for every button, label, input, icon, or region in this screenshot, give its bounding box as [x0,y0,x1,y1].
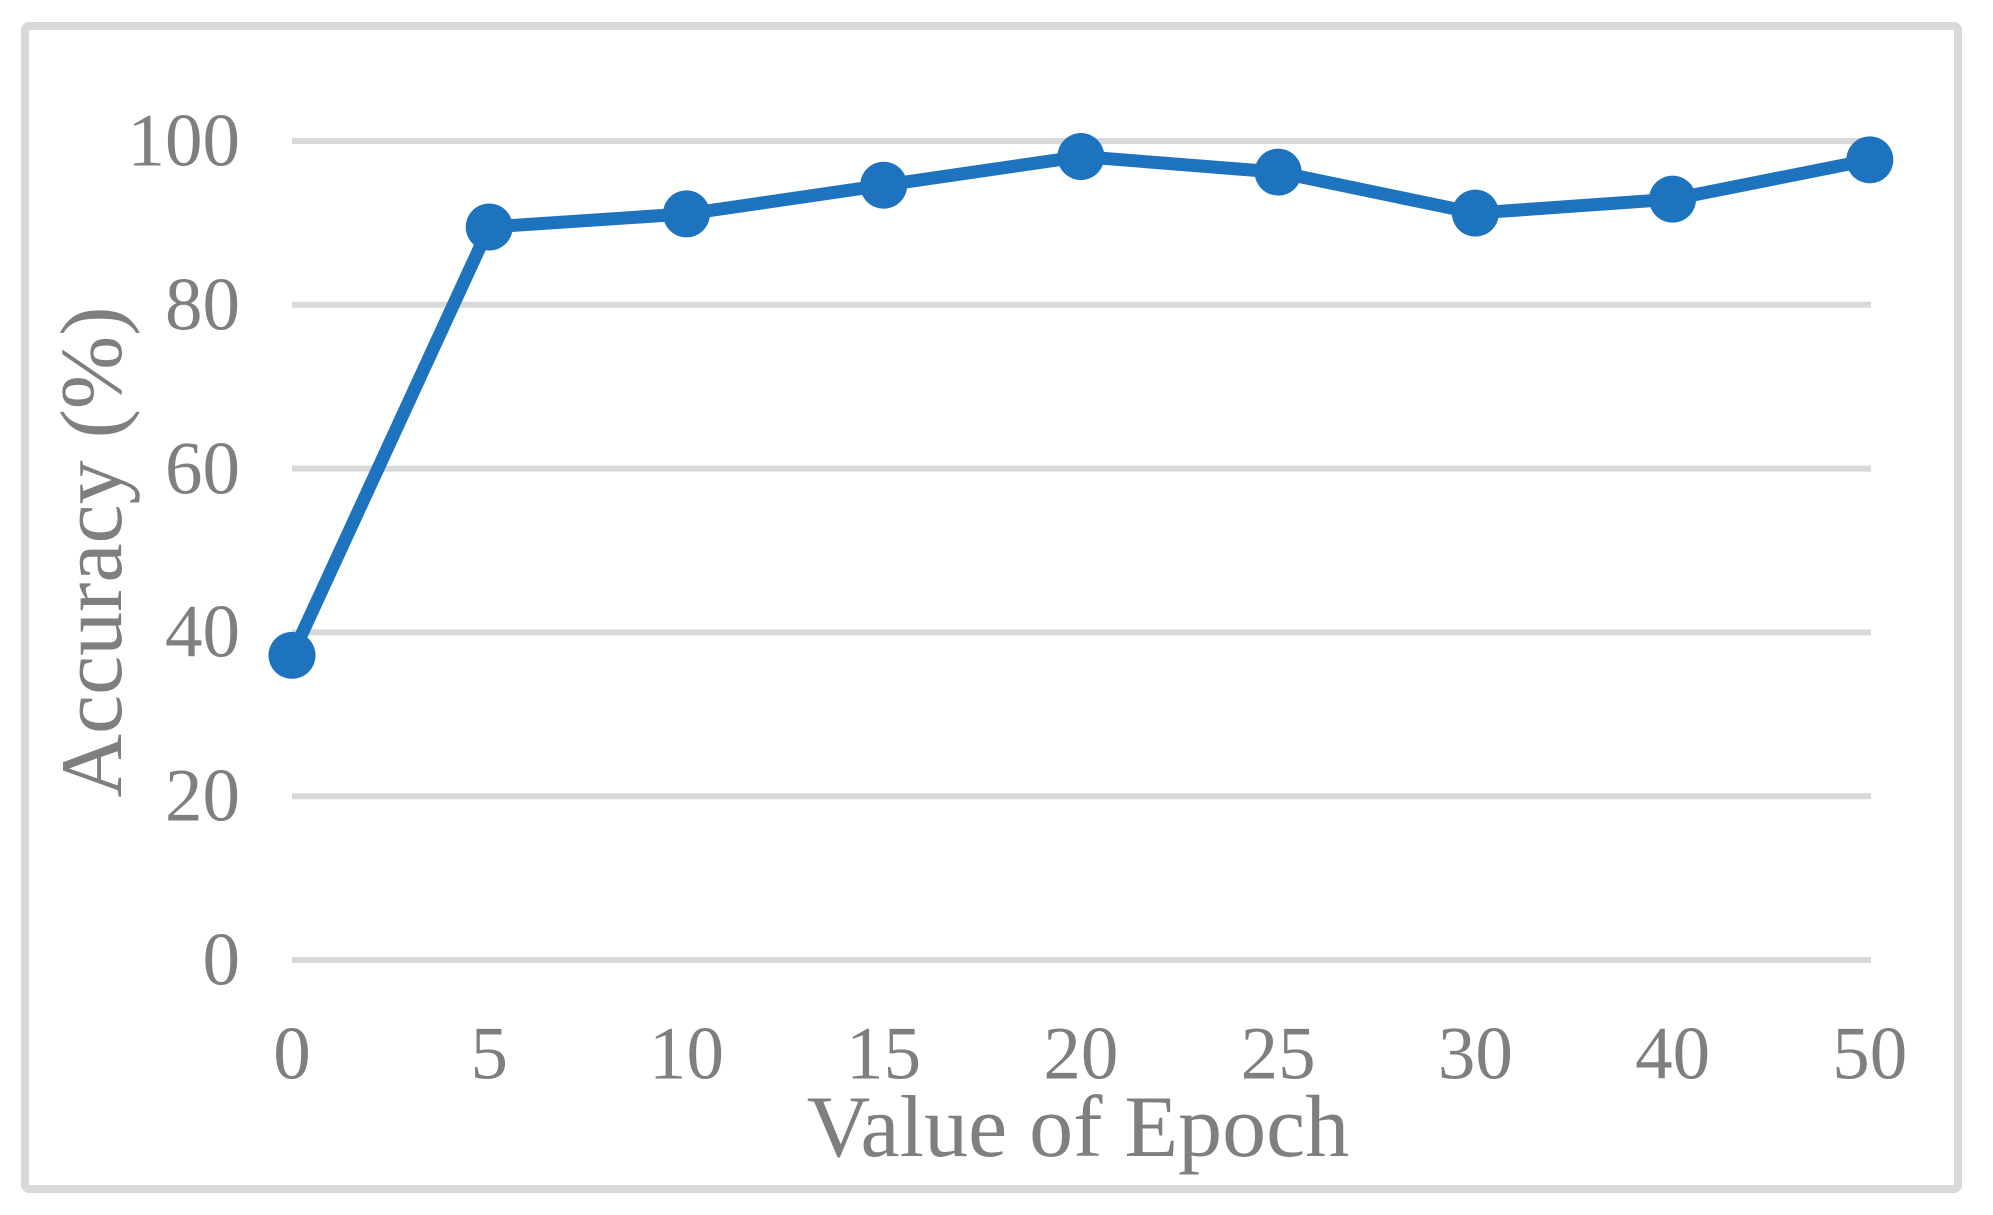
chart-frame [21,22,1962,1193]
x-tick-label: 15 [846,1012,922,1096]
x-axis-title: Value of Epoch [806,1079,1350,1176]
data-line [286,150,1872,659]
y-tick-label: 20 [165,754,240,838]
data-point-marker [1057,133,1105,181]
y-tick-label: 0 [202,918,241,1002]
x-tick-label: 5 [470,1012,508,1096]
data-point-marker [1451,189,1499,237]
x-tick-label: 40 [1635,1012,1711,1096]
data-point-marker [1254,148,1302,196]
data-point-marker [1846,136,1894,184]
x-tick-label: 10 [648,1012,724,1096]
data-point-marker [860,161,908,209]
x-tick-label: 30 [1437,1012,1513,1096]
y-tick-label: 100 [127,99,241,183]
x-tick-label: 0 [273,1012,311,1096]
y-axis-title: Accuracy (%) [44,306,141,798]
x-tick-label: 25 [1240,1012,1316,1096]
x-tick-label: 20 [1043,1012,1119,1096]
x-tick-label: 50 [1832,1012,1908,1096]
y-tick-label: 60 [165,427,240,511]
data-point-marker [465,203,513,251]
data-point-marker [662,190,710,238]
data-point-marker [268,631,316,679]
y-tick-label: 40 [165,590,240,674]
y-tick-label: 80 [165,263,240,347]
data-point-marker [1649,175,1697,223]
